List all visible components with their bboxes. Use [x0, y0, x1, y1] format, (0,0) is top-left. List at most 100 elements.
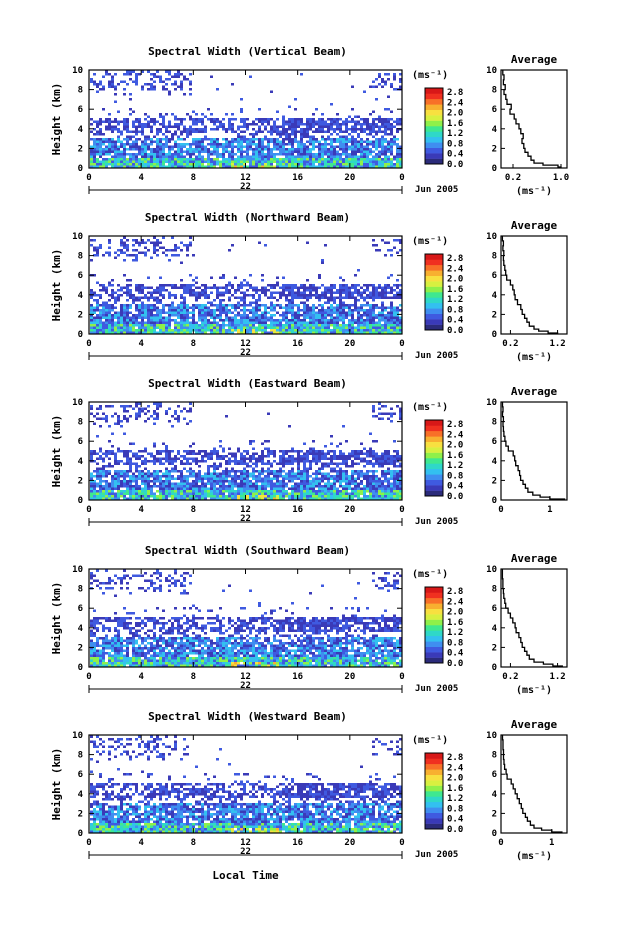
heatmap-cell	[363, 130, 366, 133]
heatmap-cell	[318, 163, 321, 166]
heatmap-cell	[321, 296, 324, 299]
heatmap-cell	[198, 490, 201, 493]
heatmap-cell	[384, 284, 387, 287]
heatmap-cell	[99, 138, 102, 141]
heatmap-cell	[267, 455, 270, 458]
heatmap-cell	[165, 158, 168, 161]
heatmap-cell	[324, 331, 327, 334]
heatmap-cell	[387, 284, 390, 287]
heatmap-cell	[267, 284, 270, 287]
heatmap-cell	[258, 316, 261, 319]
heatmap-cell	[300, 331, 303, 334]
heatmap-cell	[345, 145, 348, 148]
heatmap-cell	[327, 123, 330, 126]
heatmap-cell	[348, 158, 351, 161]
heatmap-cell	[264, 309, 267, 312]
heatmap-cell	[348, 133, 351, 136]
heatmap-cell	[321, 321, 324, 324]
heatmap-cell	[96, 251, 99, 254]
heatmap-cell	[180, 158, 183, 161]
heatmap-cell	[381, 135, 384, 138]
heatmap-cell	[258, 241, 261, 244]
heatmap-cell	[222, 482, 225, 485]
heatmap-cell	[186, 477, 189, 480]
heatmap-cell	[153, 417, 156, 420]
heatmap-cell	[198, 120, 201, 123]
heatmap-cell	[366, 296, 369, 299]
heatmap-cell	[111, 291, 114, 294]
heatmap-cell	[378, 314, 381, 317]
heatmap-cell	[342, 324, 345, 327]
heatmap-cell	[90, 163, 93, 166]
heatmap-cell	[297, 485, 300, 488]
heatmap-cell	[330, 128, 333, 131]
heatmap-cell	[132, 442, 135, 445]
heatmap-cell	[372, 321, 375, 324]
heatmap-cell	[228, 309, 231, 312]
heatmap-cell	[186, 158, 189, 161]
heatmap-cell	[288, 158, 291, 161]
heatmap-cell	[102, 158, 105, 161]
heatmap-cell	[240, 460, 243, 463]
heatmap-cell	[282, 289, 285, 292]
heatmap-cell	[99, 148, 102, 151]
heatmap-cell	[99, 319, 102, 322]
heatmap-cell	[312, 497, 315, 500]
heatmap-cell	[327, 291, 330, 294]
heatmap-cell	[348, 311, 351, 314]
heatmap-cell	[336, 158, 339, 161]
heatmap-cell	[174, 246, 177, 249]
heatmap-cell	[288, 480, 291, 483]
heatmap-cell	[279, 306, 282, 309]
heatmap-cell	[282, 314, 285, 317]
heatmap-cell	[243, 155, 246, 158]
heatmap-cell	[105, 326, 108, 329]
heatmap-cell	[351, 309, 354, 312]
heatmap-cell	[117, 150, 120, 153]
heatmap-cell	[282, 150, 285, 153]
colorbar-tick-label: 0.0	[447, 160, 463, 170]
heatmap-cell	[174, 492, 177, 495]
heatmap-cell	[366, 284, 369, 287]
heatmap-cell	[330, 296, 333, 299]
heatmap-cell	[285, 135, 288, 138]
heatmap-cell	[96, 467, 99, 470]
heatmap-cell	[321, 326, 324, 329]
heatmap-cell	[225, 472, 228, 475]
heatmap-cell	[369, 123, 372, 126]
heatmap-cell	[189, 93, 192, 96]
heatmap-cell	[243, 130, 246, 133]
heatmap-cell	[114, 477, 117, 480]
heatmap-cell	[120, 158, 123, 161]
heatmap-cell	[396, 311, 399, 314]
heatmap-cell	[126, 316, 129, 319]
heatmap-cell	[189, 321, 192, 324]
heatmap-cell	[339, 309, 342, 312]
heatmap-cell	[366, 120, 369, 123]
heatmap-cell	[324, 314, 327, 317]
heatmap-cell	[258, 319, 261, 322]
heatmap-cell	[306, 286, 309, 289]
heatmap-cell	[159, 123, 162, 126]
heatmap-cell	[204, 148, 207, 151]
heatmap-cell	[204, 472, 207, 475]
heatmap-cell	[204, 291, 207, 294]
heatmap-cell	[279, 457, 282, 460]
heatmap-cell	[210, 490, 213, 493]
heatmap-cell	[384, 314, 387, 317]
heatmap-cell	[234, 497, 237, 500]
heatmap-cell	[135, 160, 138, 163]
heatmap-cell	[201, 284, 204, 287]
heatmap-cell	[138, 402, 141, 405]
heatmap-cell	[204, 158, 207, 161]
heatmap-cell	[285, 462, 288, 465]
heatmap-cell	[273, 284, 276, 287]
heatmap-cell	[327, 296, 330, 299]
heatmap-cell	[216, 482, 219, 485]
colorbar-swatch	[425, 264, 443, 271]
heatmap-cell	[189, 128, 192, 131]
heatmap-cell	[336, 153, 339, 156]
heatmap-cell	[93, 246, 96, 249]
heatmap-cell	[96, 304, 99, 307]
heatmap-cell	[105, 311, 108, 314]
